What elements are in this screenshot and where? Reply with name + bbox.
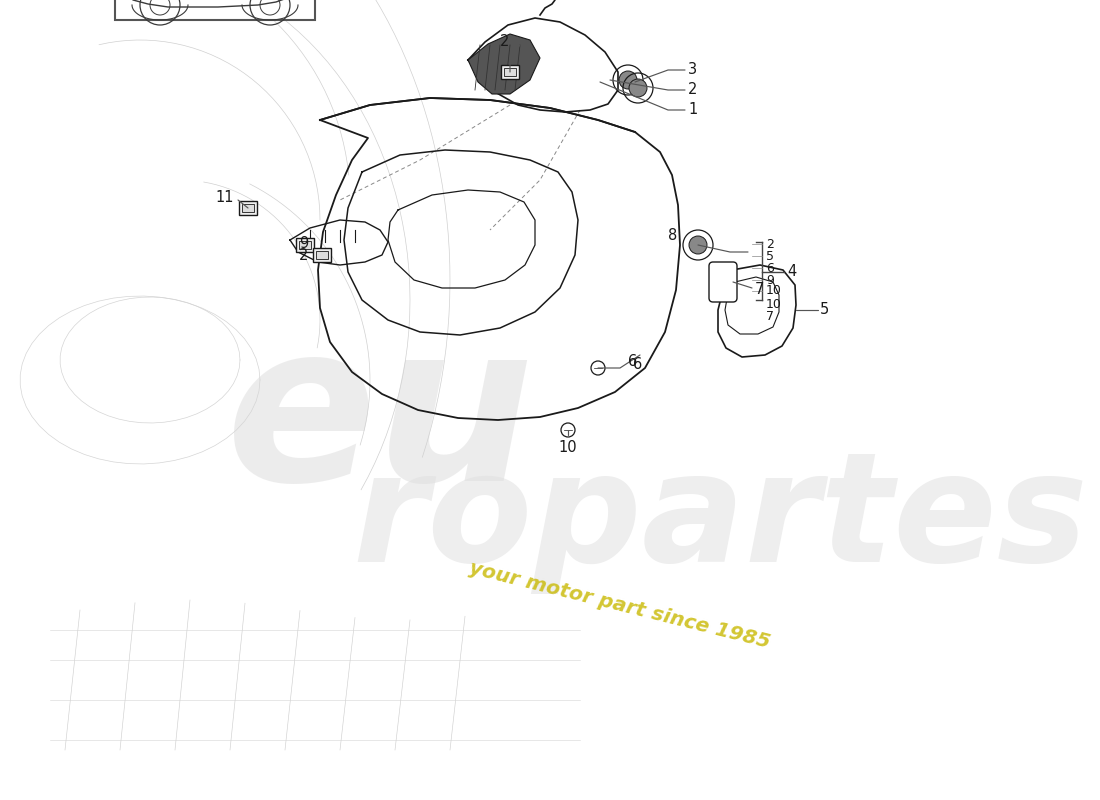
Polygon shape xyxy=(468,34,540,94)
Circle shape xyxy=(689,236,707,254)
Text: your motor part since 1985: your motor part since 1985 xyxy=(468,558,772,652)
Circle shape xyxy=(629,79,647,97)
Text: 7: 7 xyxy=(755,282,764,298)
Circle shape xyxy=(591,361,605,375)
Text: 1: 1 xyxy=(688,102,697,118)
Text: 9: 9 xyxy=(766,274,774,286)
Text: eu: eu xyxy=(226,313,535,527)
Bar xyxy=(296,238,314,252)
Text: 3: 3 xyxy=(688,62,697,78)
Circle shape xyxy=(619,71,637,89)
Bar xyxy=(500,65,519,79)
Bar xyxy=(116,0,315,20)
Text: 5: 5 xyxy=(820,302,829,318)
Text: ropartes: ropartes xyxy=(352,446,1088,594)
Text: 10: 10 xyxy=(559,440,578,455)
Text: 2: 2 xyxy=(766,238,774,250)
Bar xyxy=(242,204,254,212)
Text: 2: 2 xyxy=(688,82,697,98)
Bar xyxy=(314,248,331,262)
Bar xyxy=(504,68,516,76)
Text: 6: 6 xyxy=(766,262,774,274)
Bar xyxy=(239,201,257,215)
Text: 5: 5 xyxy=(766,250,774,262)
Text: 7: 7 xyxy=(766,310,774,323)
Text: 10: 10 xyxy=(766,285,782,298)
Text: 11: 11 xyxy=(216,190,234,206)
Text: 6: 6 xyxy=(634,357,642,372)
Text: 4: 4 xyxy=(786,265,796,279)
Text: 8: 8 xyxy=(668,227,678,242)
Text: 6: 6 xyxy=(628,354,637,370)
Text: 2: 2 xyxy=(298,249,308,263)
Polygon shape xyxy=(36,0,1013,33)
Text: 10: 10 xyxy=(766,298,782,311)
Bar xyxy=(299,241,311,249)
Circle shape xyxy=(561,423,575,437)
Text: 2: 2 xyxy=(500,34,509,50)
Bar xyxy=(316,251,328,259)
Text: 9: 9 xyxy=(299,237,308,251)
FancyBboxPatch shape xyxy=(710,262,737,302)
